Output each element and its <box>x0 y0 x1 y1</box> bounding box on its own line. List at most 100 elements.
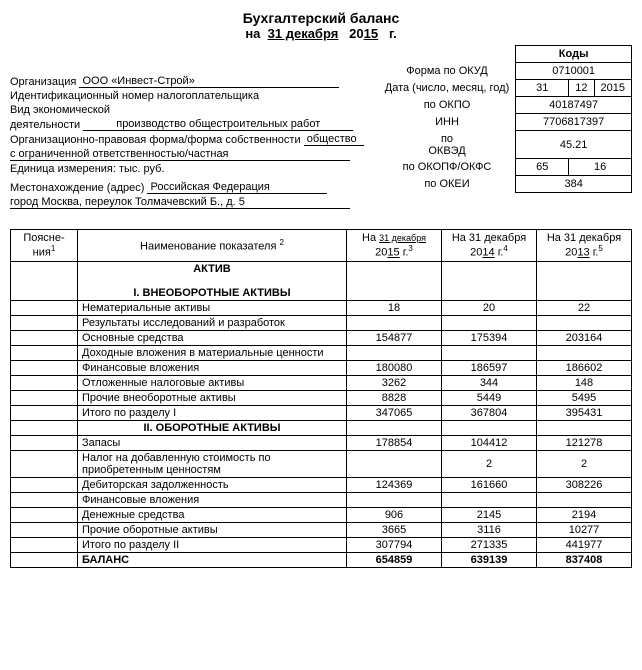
okpo-label: по ОКПО <box>379 97 516 114</box>
balance-table: Поясне- ния1 Наименование показателя 2 Н… <box>10 229 632 568</box>
row-name: Основные средства <box>78 330 347 345</box>
hdr-poyas: Поясне- ния1 <box>11 230 78 262</box>
val-1 <box>347 315 442 330</box>
val-1: 18 <box>347 300 442 315</box>
val-2: 161660 <box>442 477 537 492</box>
poyas-cell <box>11 345 78 360</box>
okopf-2: 16 <box>569 159 632 176</box>
activity-value: производство общестроительных работ <box>83 118 353 131</box>
year-g: г. <box>389 26 397 41</box>
poyas-cell <box>11 537 78 552</box>
poyas-cell <box>11 261 78 300</box>
poyas-cell <box>11 330 78 345</box>
val-3: 22 <box>537 300 632 315</box>
val-2: 5449 <box>442 390 537 405</box>
row-name: Итого по разделу I <box>78 405 347 420</box>
val-3: 5495 <box>537 390 632 405</box>
val-1: 180080 <box>347 360 442 375</box>
val-3: 148 <box>537 375 632 390</box>
poyas-cell <box>11 522 78 537</box>
val-3: 308226 <box>537 477 632 492</box>
unit-label: Единица измерения: тыс. руб. <box>10 163 165 175</box>
val-2 <box>442 315 537 330</box>
addr-line2: город Москва, переулок Толмачевский Б., … <box>10 196 350 209</box>
poyas-cell <box>11 405 78 420</box>
row-name: Результаты исследований и разработок <box>78 315 347 330</box>
balance-label: БАЛАНС <box>78 552 347 567</box>
opf-line2: с ограниченной ответственностью/частная <box>10 148 350 161</box>
date-month: 12 <box>569 80 594 97</box>
addr-value: Российская Федерация <box>147 181 327 194</box>
val-1: 906 <box>347 507 442 522</box>
hdr-col4: На 31 декабря 2014 г.4 <box>442 230 537 262</box>
poyas-cell <box>11 315 78 330</box>
okud-value: 0710001 <box>516 63 632 80</box>
po-label-1: по <box>441 133 453 145</box>
val-3: 121278 <box>537 435 632 450</box>
inn-label: Идентификационный номер налогоплательщик… <box>10 90 259 102</box>
cell <box>347 420 442 435</box>
opf-value: общество <box>304 133 364 146</box>
val-3: 203164 <box>537 330 632 345</box>
activity-label-1: Вид экономической <box>10 104 110 116</box>
poyas-cell <box>11 390 78 405</box>
val-3: 2194 <box>537 507 632 522</box>
poyas-cell <box>11 477 78 492</box>
date-day-month: 31 декабря <box>268 26 339 41</box>
val-3 <box>537 345 632 360</box>
val-2 <box>442 345 537 360</box>
hdr-col5: На 31 декабря 2013 г.5 <box>537 230 632 262</box>
year-prefix: 20 <box>349 26 363 41</box>
val-1: 347065 <box>347 405 442 420</box>
val-3 <box>537 315 632 330</box>
val-2: 2 <box>442 450 537 477</box>
poyas-cell <box>11 375 78 390</box>
cell <box>537 420 632 435</box>
okei-label: по ОКЕИ <box>379 176 516 193</box>
val-2: 175394 <box>442 330 537 345</box>
org-value: ООО «Инвест-Строй» <box>79 75 339 88</box>
poyas-cell <box>11 492 78 507</box>
okpo-value: 40187497 <box>516 97 632 114</box>
val-3: 2 <box>537 450 632 477</box>
codes-table: Коды Форма по ОКУД 0710001 Дата (число, … <box>379 45 632 193</box>
bal-1: 654859 <box>347 552 442 567</box>
okved-value: 45.21 <box>516 131 632 159</box>
val-1: 8828 <box>347 390 442 405</box>
poyas-cell <box>11 507 78 522</box>
cell <box>442 420 537 435</box>
val-3 <box>537 492 632 507</box>
val-1: 3262 <box>347 375 442 390</box>
val-3: 186602 <box>537 360 632 375</box>
doc-title: Бухгалтерский баланс <box>10 10 632 26</box>
opf-label: Организационно-правовая форма/форма собс… <box>10 134 301 146</box>
row-name: Денежные средства <box>78 507 347 522</box>
codes-header: Коды <box>516 46 632 63</box>
val-2: 271335 <box>442 537 537 552</box>
okopf-1: 65 <box>516 159 569 176</box>
addr-label: Местонахождение (адрес) <box>10 182 144 194</box>
poyas-cell <box>11 420 78 435</box>
row-name: Запасы <box>78 435 347 450</box>
year-suffix: 15 <box>364 26 378 41</box>
hdr-col3: На 31 декабря 2015 г.3 <box>347 230 442 262</box>
cell <box>347 261 442 300</box>
val-1: 124369 <box>347 477 442 492</box>
val-1 <box>347 450 442 477</box>
val-1: 178854 <box>347 435 442 450</box>
val-2: 2145 <box>442 507 537 522</box>
poyas-cell <box>11 360 78 375</box>
val-2: 3116 <box>442 522 537 537</box>
val-1 <box>347 345 442 360</box>
val-1: 154877 <box>347 330 442 345</box>
doc-date-line: на 31 декабря 2015 г. <box>10 26 632 41</box>
val-3: 10277 <box>537 522 632 537</box>
row-name: Финансовые вложения <box>78 360 347 375</box>
row-name: Налог на добавленную стоимость по приобр… <box>78 450 347 477</box>
okopf-label: по ОКОПФ/ОКФС <box>379 159 516 176</box>
okei-value: 384 <box>516 176 632 193</box>
poyas-cell <box>11 435 78 450</box>
activity-label-2: деятельности <box>10 119 80 131</box>
section-aktiv-1: АКТИВI. ВНЕОБОРОТНЫЕ АКТИВЫ <box>78 261 347 300</box>
poyas-cell <box>11 552 78 567</box>
